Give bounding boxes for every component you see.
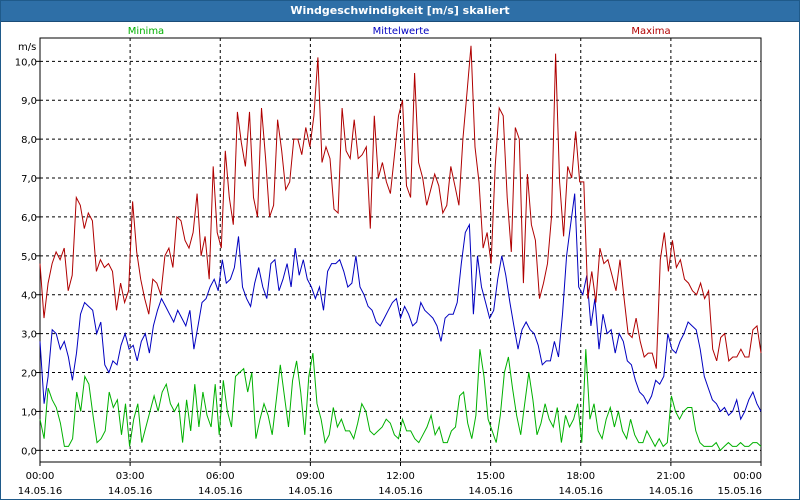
y-tick-label: 6,0 xyxy=(21,213,37,224)
y-tick-label: 8,0 xyxy=(21,135,37,146)
x-tick-date: 15.05.16 xyxy=(717,486,762,497)
y-tick-label: 1,0 xyxy=(21,407,37,418)
legend-mittelwerte: Mittelwerte xyxy=(373,26,430,37)
x-tick-date: 14.05.16 xyxy=(18,486,63,497)
y-tick-label: 3,0 xyxy=(21,330,37,341)
x-tick-date: 14.05.16 xyxy=(649,486,694,497)
x-tick-date: 14.05.16 xyxy=(468,486,513,497)
x-axis-ticks: 00:00 14.05.16 03:00 14.05.16 06:00 14.05.16 0… xyxy=(18,462,762,497)
x-tick-time: 21:00 xyxy=(656,471,685,482)
series-line-mittelwerte xyxy=(39,193,762,421)
x-tick-time: 00:00 xyxy=(733,471,762,482)
x-tick-date: 14.05.16 xyxy=(108,486,153,497)
x-tick-time: 12:00 xyxy=(386,471,415,482)
x-tick-time: 18:00 xyxy=(566,471,595,482)
legend-minima: Minima xyxy=(128,26,164,37)
x-tick-time: 00:00 xyxy=(26,471,55,482)
series-lines xyxy=(39,45,762,452)
window-title: Windgeschwindigkeit [m/s] skaliert xyxy=(1,1,799,22)
x-tick-time: 06:00 xyxy=(206,471,235,482)
series-line-maxima xyxy=(39,45,762,369)
y-tick-label: 10,0 xyxy=(15,57,37,68)
y-tick-label: 0,0 xyxy=(21,446,37,457)
legend-maxima: Maxima xyxy=(631,26,670,37)
y-tick-label: 5,0 xyxy=(21,252,37,263)
x-tick-date: 14.05.16 xyxy=(378,486,423,497)
x-tick-date: 14.05.16 xyxy=(198,486,243,497)
y-tick-label: 7,0 xyxy=(21,174,37,185)
x-tick-date: 14.05.16 xyxy=(288,486,333,497)
x-tick-date: 14.05.16 xyxy=(558,486,603,497)
y-tick-label: 9,0 xyxy=(21,96,37,107)
x-tick-time: 03:00 xyxy=(116,471,145,482)
y-axis-ticks: 0,0 1,0 2,0 3,0 4,0 5,0 6,0 7,0 8,0 9,0 10,0 xyxy=(15,57,40,457)
x-tick-time: 15:00 xyxy=(476,471,505,482)
y-axis-label: m/s xyxy=(18,42,36,53)
series-line-minima xyxy=(39,349,762,452)
y-tick-label: 4,0 xyxy=(21,291,37,302)
x-tick-time: 09:00 xyxy=(296,471,325,482)
grid-lines xyxy=(40,38,761,462)
y-tick-label: 2,0 xyxy=(21,369,37,380)
